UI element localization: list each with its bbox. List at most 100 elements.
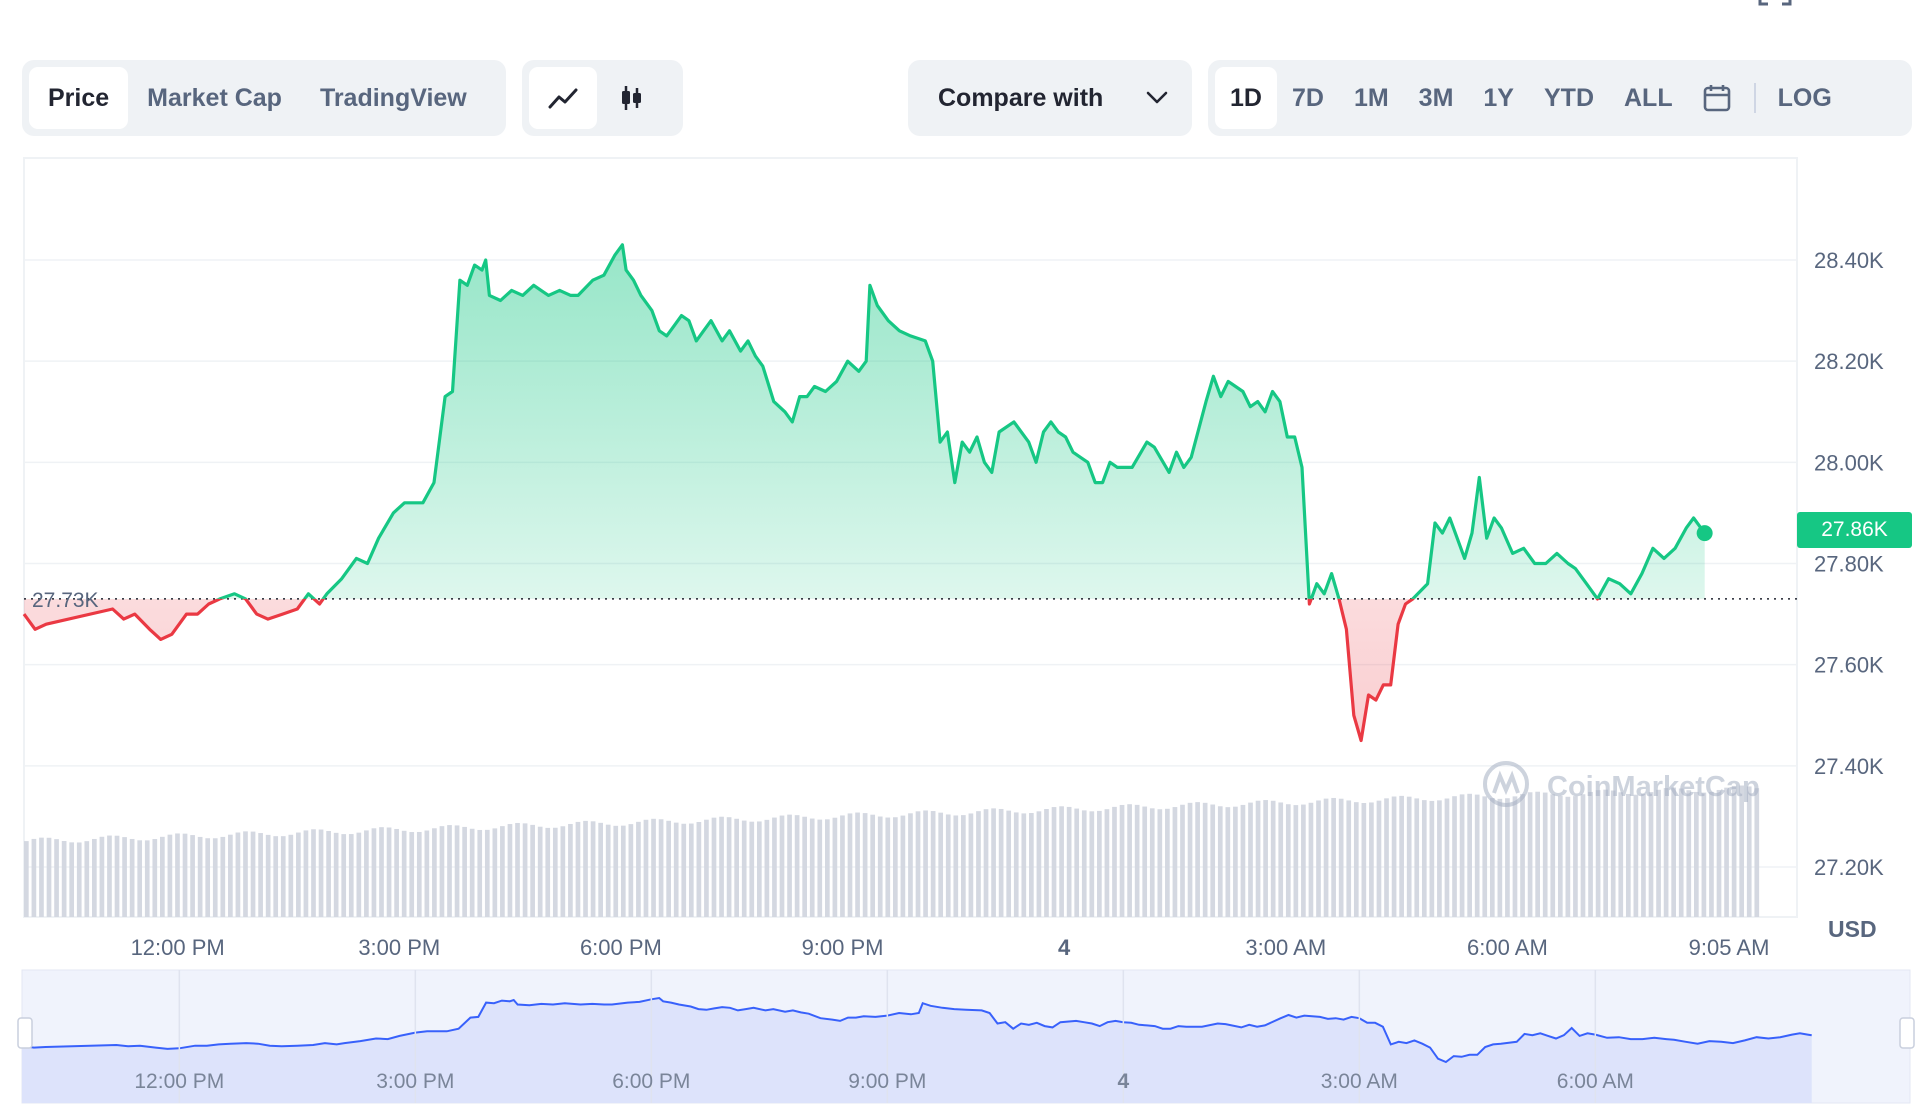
x-tick-label: 12:00 PM xyxy=(131,935,225,960)
volume-bar xyxy=(258,833,263,917)
volume-bar xyxy=(568,823,573,917)
range-ytd[interactable]: YTD xyxy=(1544,83,1594,112)
candlestick-button[interactable] xyxy=(597,67,665,129)
range-1y[interactable]: 1Y xyxy=(1483,83,1514,112)
navigator-handle-right[interactable] xyxy=(1899,1017,1915,1049)
volume-bar xyxy=(1066,806,1072,917)
volume-bar xyxy=(364,830,369,917)
volume-bar xyxy=(908,813,913,917)
volume-bar xyxy=(1467,793,1472,917)
volume-bar xyxy=(439,826,445,917)
volume-bar xyxy=(1233,806,1238,917)
volume-bar xyxy=(900,815,906,917)
volume-bar xyxy=(817,819,823,917)
volume-bar xyxy=(167,834,173,917)
range-1m[interactable]: 1M xyxy=(1353,83,1389,112)
volume-bar xyxy=(1217,806,1223,917)
tab-tradingview[interactable]: TradingView xyxy=(319,83,467,112)
volume-bar xyxy=(1633,794,1639,917)
calendar-button[interactable] xyxy=(1688,67,1746,129)
volume-bar xyxy=(1104,809,1110,917)
volume-bar xyxy=(666,820,671,917)
coinmarketcap-logo xyxy=(1483,761,1529,807)
expand-icon[interactable] xyxy=(1757,0,1793,12)
y-tick-label: 27.60K xyxy=(1814,653,1884,678)
volume-bar xyxy=(1444,798,1450,917)
volume-bar xyxy=(24,841,29,917)
navigator-tick-label: 3:00 PM xyxy=(376,1070,454,1093)
navigator-line xyxy=(21,996,1812,1064)
x-tick-label: 4 xyxy=(1058,935,1071,960)
range-all[interactable]: ALL xyxy=(1624,83,1673,112)
range-3m[interactable]: 3M xyxy=(1418,83,1454,112)
volume-bar xyxy=(1678,788,1684,917)
line-chart-button[interactable] xyxy=(529,67,597,129)
volume-bar xyxy=(1391,796,1397,917)
volume-bar xyxy=(1180,804,1185,917)
current-price-dot xyxy=(1696,525,1713,542)
volume-bar xyxy=(832,817,838,917)
chevron-down-icon xyxy=(1146,91,1168,104)
volume-bar xyxy=(129,838,135,917)
volume-bar xyxy=(1459,794,1465,917)
volume-bar xyxy=(1406,796,1412,917)
volume-bar xyxy=(711,817,717,917)
navigator-tick-label: 9:00 PM xyxy=(848,1070,926,1093)
volume-bar xyxy=(379,827,384,917)
calendar-icon xyxy=(1702,83,1732,113)
volume-bar xyxy=(1399,795,1404,917)
volume-bar xyxy=(69,842,75,917)
tab-market-cap[interactable]: Market Cap xyxy=(147,83,282,112)
volume-bar xyxy=(1550,794,1556,917)
volume-bar xyxy=(1331,797,1336,917)
volume-bar xyxy=(1376,800,1382,917)
volume-bar xyxy=(552,827,558,917)
volume-bar xyxy=(1006,810,1012,917)
volume-bar xyxy=(1081,810,1087,917)
volume-bar xyxy=(855,812,860,917)
volume-bar xyxy=(1097,810,1102,917)
volume-bar xyxy=(620,825,626,917)
volume-bar xyxy=(870,814,876,917)
range-1d[interactable]: 1D xyxy=(1215,67,1277,129)
volume-bar xyxy=(1172,807,1178,917)
volume-bar xyxy=(530,824,535,917)
volume-bar xyxy=(893,817,898,917)
volume-bar xyxy=(522,823,528,917)
volume-bar xyxy=(1588,791,1593,917)
volume-bar xyxy=(409,832,415,917)
volume-bar xyxy=(1625,793,1631,917)
volume-bar xyxy=(1263,800,1268,917)
volume-bar xyxy=(1316,800,1321,917)
volume-bar xyxy=(1255,800,1261,917)
compare-dropdown[interactable]: Compare with xyxy=(908,60,1192,136)
volume-bar xyxy=(1414,798,1420,917)
volume-bar xyxy=(961,815,966,917)
volume-bar xyxy=(326,830,331,917)
volume-bar xyxy=(1527,792,1533,917)
volume-bar xyxy=(1270,800,1276,917)
volume-bar xyxy=(1278,802,1284,917)
volume-bar xyxy=(598,822,603,917)
volume-bar xyxy=(945,814,951,917)
volume-bar xyxy=(107,835,112,917)
volume-bar xyxy=(1489,798,1495,917)
volume-bar xyxy=(1686,790,1692,917)
navigator-handle-left[interactable] xyxy=(17,1017,33,1049)
log-scale-toggle[interactable]: LOG xyxy=(1777,83,1832,112)
tab-price[interactable]: Price xyxy=(29,67,129,129)
volume-bar xyxy=(99,836,105,917)
volume-bar xyxy=(1610,790,1616,917)
volume-bar xyxy=(424,830,430,917)
range-7d[interactable]: 7D xyxy=(1291,83,1324,112)
volume-bar xyxy=(575,821,581,917)
volume-bar xyxy=(1293,805,1299,917)
volume-bar xyxy=(983,809,989,917)
compare-label: Compare with xyxy=(938,83,1104,112)
volume-bar xyxy=(1671,787,1677,917)
x-tick-label: 6:00 PM xyxy=(580,935,662,960)
volume-bar xyxy=(734,818,739,917)
volume-bar xyxy=(764,819,770,917)
volume-bar xyxy=(39,837,44,917)
